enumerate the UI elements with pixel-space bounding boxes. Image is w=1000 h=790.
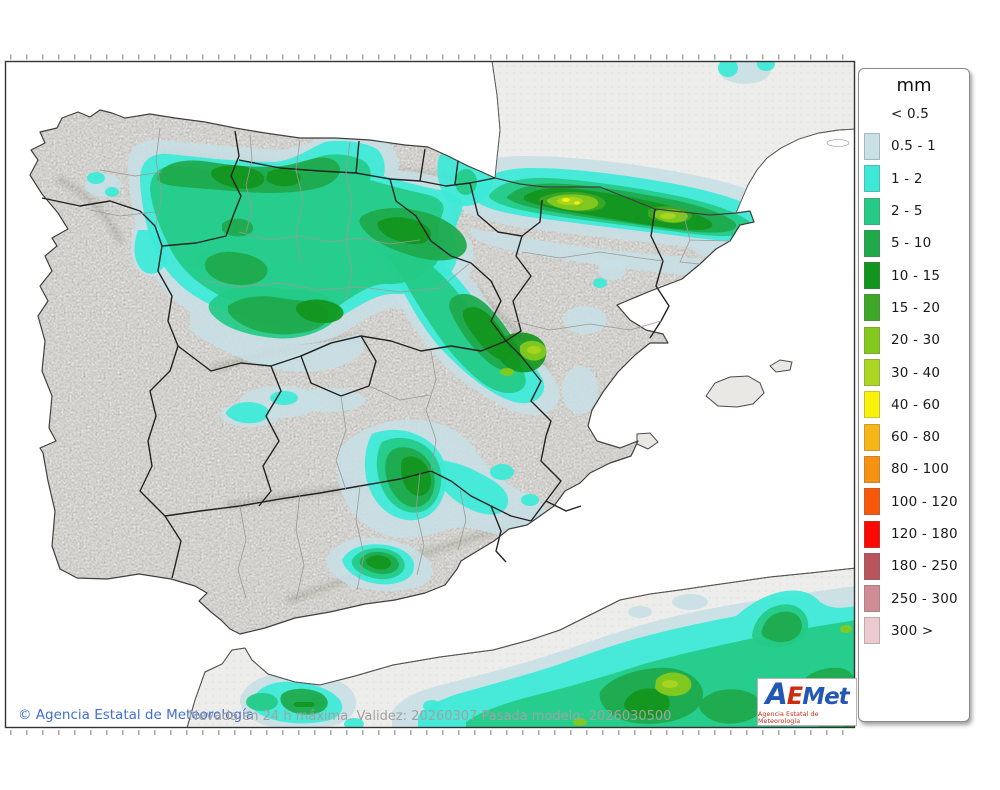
aemet-logo-e: E [786,682,803,710]
legend-label: 180 - 250 [891,558,958,575]
legend-label: < 0.5 [891,106,930,123]
legend-row: 0.5 - 1 [859,130,969,162]
legend-row: < 0.5 [859,98,969,130]
legend-label: 20 - 30 [891,332,941,349]
legend-row: 100 - 120 [859,486,969,518]
legend-row: 80 - 100 [859,453,969,485]
legend-label: 0.5 - 1 [891,138,936,155]
map-content [29,61,855,728]
legend-label: 120 - 180 [891,526,958,542]
legend-label: 5 - 10 [891,235,932,252]
legend-row: 15 - 20 [859,292,969,324]
legend-row: 1 - 2 [859,163,969,195]
legend-row: 180 - 250 [859,550,969,582]
coastlines [29,61,855,728]
legend-swatch [864,585,880,613]
precipitation-layers [85,61,855,728]
legend-swatch [864,488,880,516]
legend-row: 5 - 10 [859,227,969,259]
legend-title: mm [896,75,932,96]
legend-label: 100 - 120 [891,493,958,510]
aemet-logo-text: AEMet [765,677,849,714]
legend-row: 20 - 30 [859,324,969,356]
legend-label: 10 - 15 [891,267,941,284]
map-frame [4,60,856,729]
legend-swatch [864,520,880,548]
aemet-logo-met: Met [802,684,849,710]
legend-row: 60 - 80 [859,421,969,453]
legend-row: 120 - 180 [859,518,969,550]
legend-label: 30 - 40 [891,364,941,381]
french-coast-lagoon [826,139,850,147]
aemet-logo-subtitle: Agencia Estatal de Meteorología [758,711,819,725]
legend-row: 300 > [859,615,969,647]
aemet-logo-a: A [765,677,787,711]
legend-label: 300 > [891,622,934,639]
mallorca-island [705,375,765,408]
legend-swatch [864,262,880,290]
legend-label: 2 - 5 [891,203,923,220]
legend-label: 15 - 20 [891,299,941,316]
legend-swatch [864,423,880,451]
legend-row: 40 - 60 [859,389,969,421]
legend-swatch [864,455,880,483]
legend-swatch [864,294,880,322]
balearic-islands [636,359,793,450]
map-caption: Nevada en 24 h máxima. Validez: 20260307… [188,709,672,724]
legend-swatch [864,229,880,257]
legend-swatch [864,391,880,419]
legend-label: 40 - 60 [891,396,941,413]
aemet-logo: AEMet Agencia Estatal de Meteorología [757,678,857,726]
legend-row: 250 - 300 [859,582,969,614]
legend-swatch [864,359,880,387]
menorca-island [769,359,793,373]
legend-label: 80 - 100 [891,461,949,478]
legend-swatch [864,165,880,193]
legend-swatch [864,617,880,645]
precip-40-60mm [562,198,580,205]
copyright-text: © Agencia Estatal de Meteorología [18,707,255,723]
legend-swatch [864,132,880,160]
legend-label: 1 - 2 [891,170,923,187]
legend-label: 60 - 80 [891,429,941,446]
legend-swatch [864,197,880,225]
legend-swatch [864,552,880,580]
legend-label: 250 - 300 [891,590,958,607]
legend-panel: mm < 0.5 0.5 - 1 1 - 2 2 - 5 5 - 10 10 -… [858,68,970,722]
legend-row: 30 - 40 [859,356,969,388]
province-borders [89,127,731,601]
legend-swatch [864,326,880,354]
legend-row: 10 - 15 [859,259,969,291]
legend-row: 2 - 5 [859,195,969,227]
